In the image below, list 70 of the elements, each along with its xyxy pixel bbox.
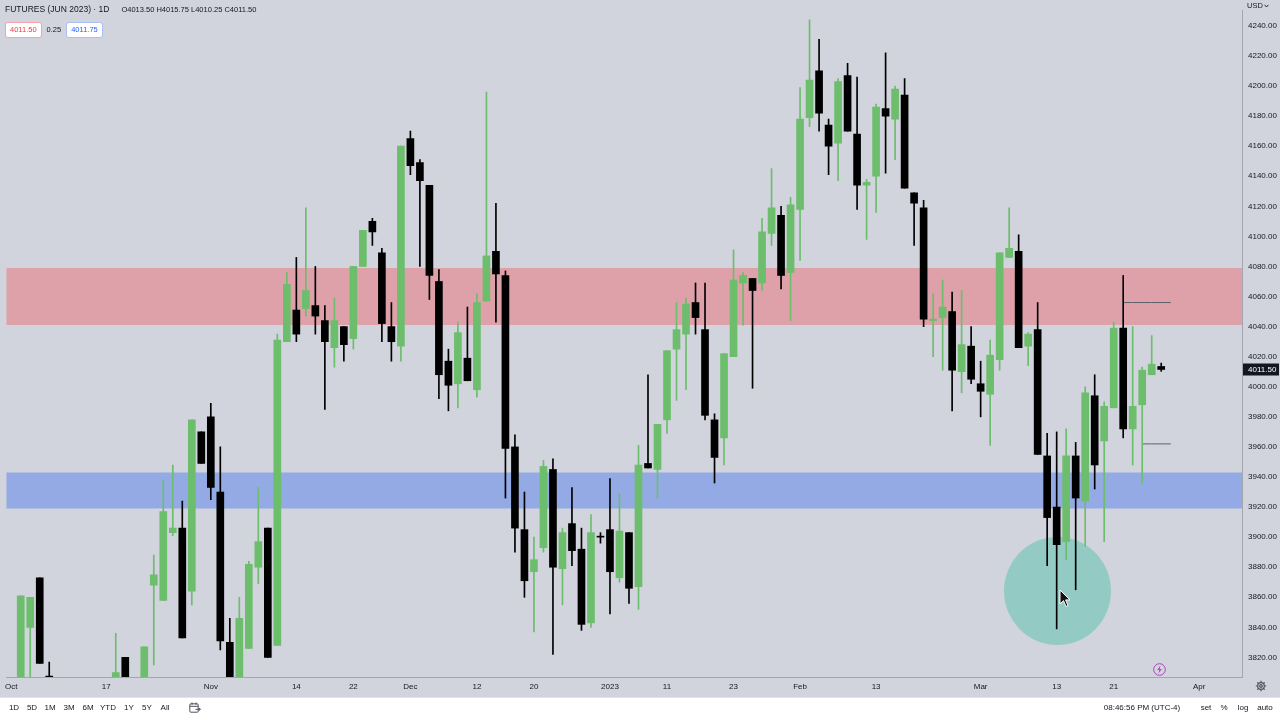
- text: 1Y: [124, 703, 134, 713]
- y-tick-label: 4060.00: [1248, 291, 1278, 301]
- x-tick-label: 21: [1109, 682, 1119, 691]
- x-tick-label: Dec: [403, 682, 418, 691]
- x-tick-label: Mar: [973, 682, 988, 691]
- text: 6M: [82, 703, 94, 713]
- x-tick-label: 20: [529, 682, 539, 691]
- candlestick: [168, 464, 177, 536]
- x-tick-label: Feb: [793, 682, 808, 691]
- text: All: [160, 703, 170, 713]
- y-tick-label: 4000.00: [1248, 381, 1278, 391]
- x-tick-label: 17: [101, 682, 112, 691]
- y-tick-label: 4140.00: [1248, 171, 1278, 181]
- x-tick-label: 13: [1052, 682, 1062, 691]
- x-tick-label: 13: [871, 682, 882, 691]
- y-tick-label: 4240.00: [1248, 21, 1278, 31]
- y-tick-label: 4100.00: [1248, 231, 1278, 241]
- y-tick-label: 4120.00: [1248, 201, 1278, 211]
- y-tick-label: 4160.00: [1248, 141, 1278, 151]
- y-tick-label: 4180.00: [1248, 111, 1278, 121]
- candlestick: [530, 536, 538, 633]
- x-tick-label: Oct: [5, 682, 19, 691]
- y-tick-label: 3980.00: [1248, 412, 1278, 422]
- text: 3M: [63, 703, 75, 713]
- candlestick: [1005, 207, 1013, 258]
- text: 5Y: [142, 703, 152, 713]
- y-tick-label: 3820.00: [1248, 652, 1278, 662]
- x-tick-label: Apr: [1193, 682, 1206, 691]
- candlestick: [739, 272, 747, 326]
- text: YTD: [100, 703, 116, 713]
- x-tick-label: 22: [348, 682, 359, 691]
- text: %: [1220, 703, 1228, 713]
- x-tick-label: 12: [472, 682, 482, 691]
- y-tick-label: 3860.00: [1248, 592, 1278, 602]
- text: 1M: [44, 703, 56, 713]
- candlestick: [910, 192, 918, 246]
- y-tick-label: 3900.00: [1248, 532, 1278, 542]
- y-tick-label: 3920.00: [1248, 502, 1278, 512]
- y-tick-label: 4220.00: [1248, 51, 1278, 61]
- text: 08:46:56 PM (UTC-4): [1103, 703, 1181, 713]
- text: set: [1200, 703, 1212, 713]
- annotation: 4011.50: [1248, 364, 1277, 374]
- text: log: [1237, 703, 1249, 713]
- x-tick-label: Nov: [203, 682, 218, 691]
- text: 5D: [26, 703, 38, 713]
- x-tick-label: 2023: [601, 682, 620, 691]
- candlestick: [416, 159, 424, 267]
- candlestick: [1128, 326, 1137, 466]
- x-tick-label: 23: [729, 682, 739, 691]
- y-tick-label: 4200.00: [1248, 81, 1278, 91]
- y-tick-label: 3840.00: [1248, 622, 1278, 632]
- text: 1D: [8, 703, 20, 713]
- y-tick-label: 3940.00: [1248, 472, 1278, 482]
- y-tick-label: 4040.00: [1248, 321, 1278, 331]
- candlestick: [111, 633, 120, 677]
- text: auto: [1257, 703, 1273, 713]
- candlestick: [929, 293, 937, 358]
- candlestick: [1052, 431, 1061, 630]
- x-tick-label: 11: [662, 682, 672, 691]
- y-tick-label: 3960.00: [1248, 442, 1278, 452]
- candlestick: [492, 202, 500, 323]
- y-tick-label: 4080.00: [1248, 261, 1278, 271]
- candlestick: [302, 207, 310, 317]
- candlestick: [644, 374, 652, 469]
- candlestick: [1100, 401, 1109, 542]
- chart-title: FUTURES (JUN 2023) · 1D: [5, 4, 110, 15]
- x-tick-label: 14: [291, 682, 302, 691]
- y-tick-label: 3880.00: [1248, 562, 1278, 572]
- y-tick-label: 4020.00: [1248, 351, 1278, 361]
- candlestick: [321, 305, 329, 410]
